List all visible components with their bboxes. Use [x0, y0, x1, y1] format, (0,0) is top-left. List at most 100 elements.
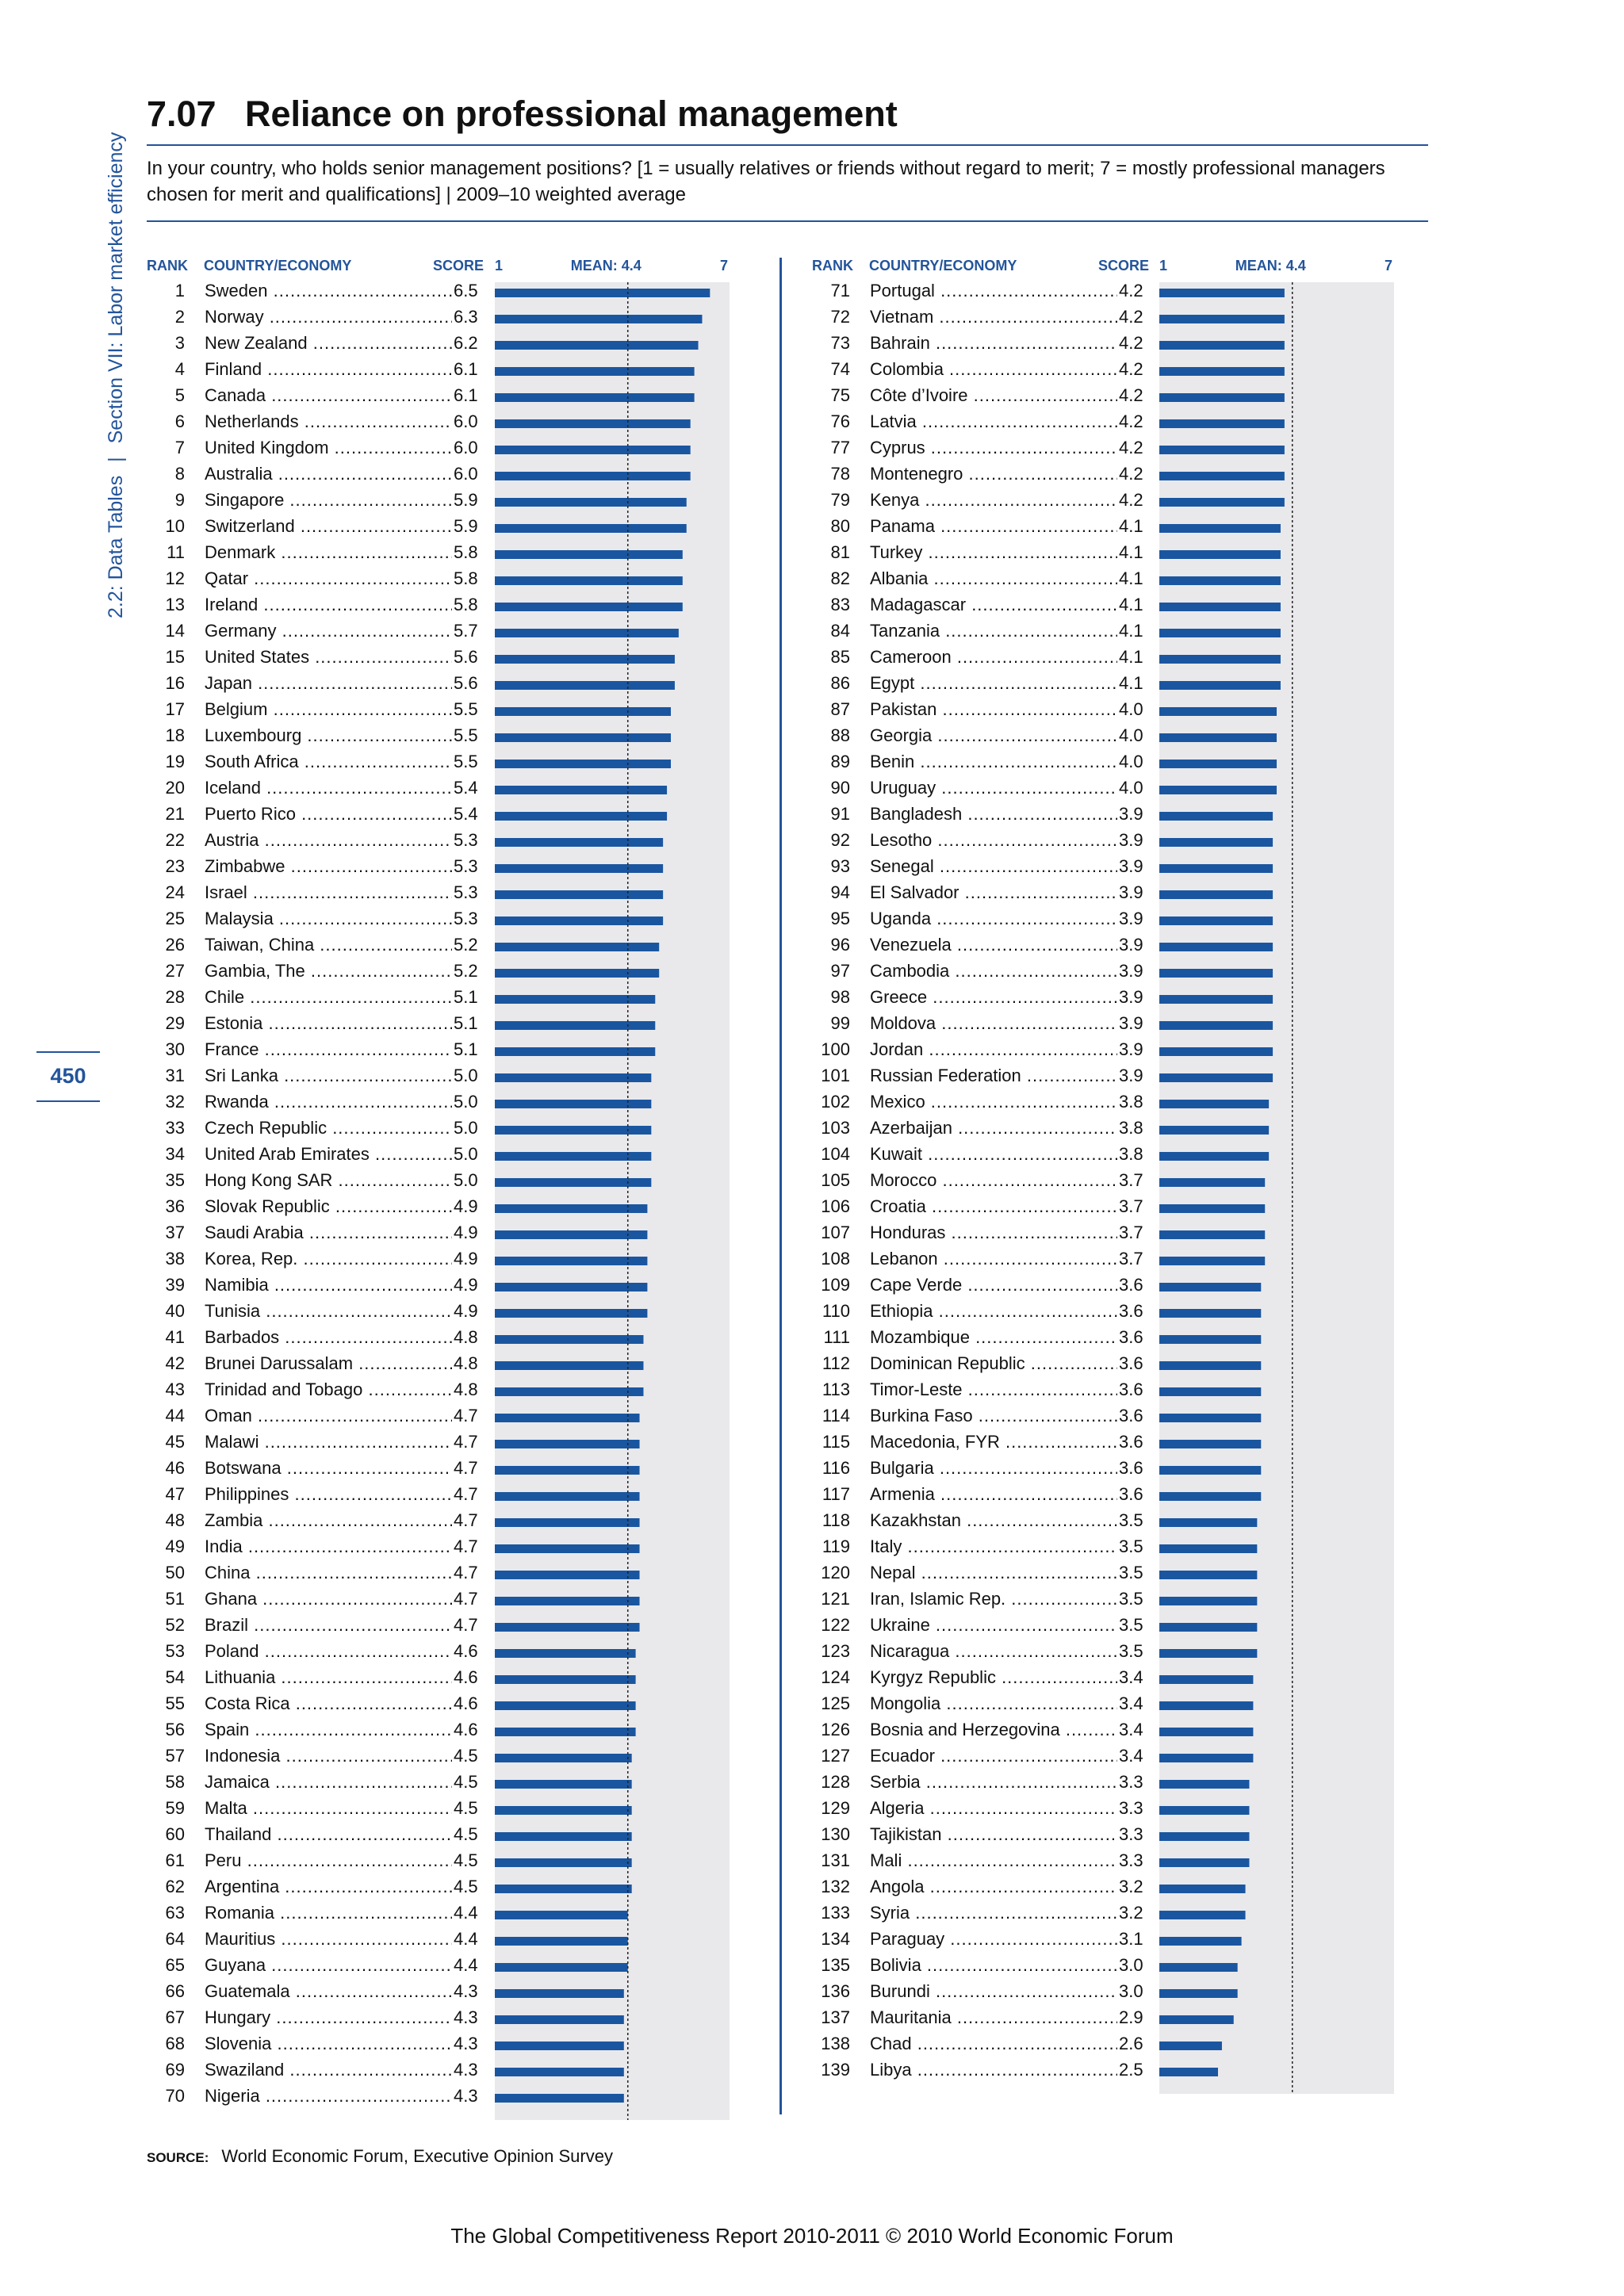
header-rank: RANK: [147, 258, 188, 274]
table-row: 29 Estonia5.1: [147, 1010, 488, 1036]
score-label: 6.5: [452, 277, 478, 304]
rank-label: 28: [165, 987, 185, 1007]
bar: [1159, 1204, 1266, 1213]
score-label: 4.1: [1117, 618, 1143, 644]
bar: [1159, 838, 1274, 847]
table-row: 23 Zimbabwe5.3: [147, 853, 488, 879]
country-label: Lithuania: [205, 1664, 452, 1690]
country-label: Estonia: [205, 1010, 452, 1036]
section-separator: |: [105, 457, 127, 462]
rank-label: 23: [165, 856, 185, 876]
score-label: 3.3: [1117, 1769, 1143, 1795]
bar: [495, 1728, 636, 1736]
country-label: Gambia, The: [205, 958, 452, 984]
rank-label: 12: [165, 568, 185, 588]
rank-label: 36: [165, 1196, 185, 1216]
score-label: 4.8: [452, 1324, 478, 1350]
rank-label: 29: [165, 1013, 185, 1033]
score-label: 4.0: [1117, 748, 1143, 775]
rank-label: 127: [821, 1746, 850, 1766]
bar: [1159, 1754, 1254, 1762]
rank-label: 86: [830, 673, 850, 693]
rank-label: 102: [821, 1092, 850, 1112]
score-label: 5.6: [452, 670, 478, 696]
score-label: 4.9: [452, 1219, 478, 1246]
rank-label: 80: [830, 516, 850, 536]
country-label: Sweden: [205, 277, 452, 304]
table-row: 74 Colombia4.2: [812, 356, 1153, 382]
table-row: 108 Lebanon3.7: [812, 1246, 1153, 1272]
subtitle-rule: [147, 220, 1428, 222]
table-row: 49 India4.7: [147, 1533, 488, 1559]
country-label: Algeria: [870, 1795, 1117, 1821]
score-label: 3.3: [1117, 1795, 1143, 1821]
country-label: Trinidad and Tobago: [205, 1376, 452, 1402]
table-row: 54 Lithuania4.6: [147, 1664, 488, 1690]
table-row: 113 Timor-Leste3.6: [812, 1376, 1153, 1402]
score-label: 4.7: [452, 1612, 478, 1638]
score-label: 4.2: [1117, 487, 1143, 513]
score-label: 4.0: [1117, 696, 1143, 722]
bar: [1159, 629, 1281, 637]
bar: [495, 1911, 628, 1919]
country-label: Guatemala: [205, 1978, 452, 2004]
rank-label: 37: [165, 1223, 185, 1242]
table-row: 123 Nicaragua3.5: [812, 1638, 1153, 1664]
bar: [495, 812, 668, 821]
bar: [495, 1963, 628, 1972]
rank-label: 3: [174, 333, 185, 353]
rank-label: 97: [830, 961, 850, 981]
title-rule: [147, 144, 1428, 146]
score-label: 3.5: [1117, 1559, 1143, 1586]
rank-label: 33: [165, 1118, 185, 1138]
score-label: 5.7: [452, 618, 478, 644]
bar: [1159, 1178, 1266, 1187]
source-label: SOURCE:: [147, 2150, 209, 2165]
score-label: 4.3: [452, 1978, 478, 2004]
score-label: 5.9: [452, 513, 478, 539]
country-label: Uruguay: [870, 775, 1117, 801]
rank-label: 81: [830, 542, 850, 562]
rank-label: 57: [165, 1746, 185, 1766]
score-label: 4.2: [1117, 330, 1143, 356]
bar: [1159, 1126, 1270, 1135]
score-label: 4.2: [1117, 382, 1143, 408]
table-row: 98 Greece3.9: [812, 984, 1153, 1010]
bar: [495, 786, 668, 794]
score-label: 4.5: [452, 1795, 478, 1821]
header-mean: MEAN: 4.4: [570, 258, 642, 274]
table-row: 118 Kazakhstan3.5: [812, 1507, 1153, 1533]
score-label: 3.3: [1117, 1821, 1143, 1847]
table-row: 135 Bolivia3.0: [812, 1952, 1153, 1978]
score-label: 4.1: [1117, 670, 1143, 696]
table-row: 43 Trinidad and Tobago4.8: [147, 1376, 488, 1402]
rank-label: 107: [821, 1223, 850, 1242]
score-label: 6.1: [452, 356, 478, 382]
rank-label: 45: [165, 1432, 185, 1452]
rank-label: 49: [165, 1536, 185, 1556]
bar: [495, 1257, 648, 1265]
score-label: 5.4: [452, 775, 478, 801]
score-label: 4.9: [452, 1246, 478, 1272]
rank-label: 79: [830, 490, 850, 510]
table-row: 14 Germany5.7: [147, 618, 488, 644]
score-label: 3.9: [1117, 984, 1143, 1010]
country-label: Norway: [205, 304, 452, 330]
bar: [1159, 969, 1274, 978]
bar: [1159, 916, 1274, 925]
country-label: Georgia: [870, 722, 1117, 748]
table-row: 105 Morocco3.7: [812, 1167, 1153, 1193]
country-label: Netherlands: [205, 408, 452, 434]
rank-label: 110: [822, 1301, 850, 1321]
rank-label: 21: [165, 804, 185, 824]
rank-label: 126: [821, 1720, 850, 1739]
rank-label: 91: [830, 804, 850, 824]
header-country: COUNTRY/ECONOMY: [204, 258, 352, 274]
score-label: 4.5: [452, 1821, 478, 1847]
table-row: 41 Barbados4.8: [147, 1324, 488, 1350]
country-label: Burkina Faso: [870, 1402, 1117, 1429]
country-label: Cambodia: [870, 958, 1117, 984]
table-row: 107 Honduras3.7: [812, 1219, 1153, 1246]
table-row: 112 Dominican Republic3.6: [812, 1350, 1153, 1376]
score-label: 4.5: [452, 1769, 478, 1795]
